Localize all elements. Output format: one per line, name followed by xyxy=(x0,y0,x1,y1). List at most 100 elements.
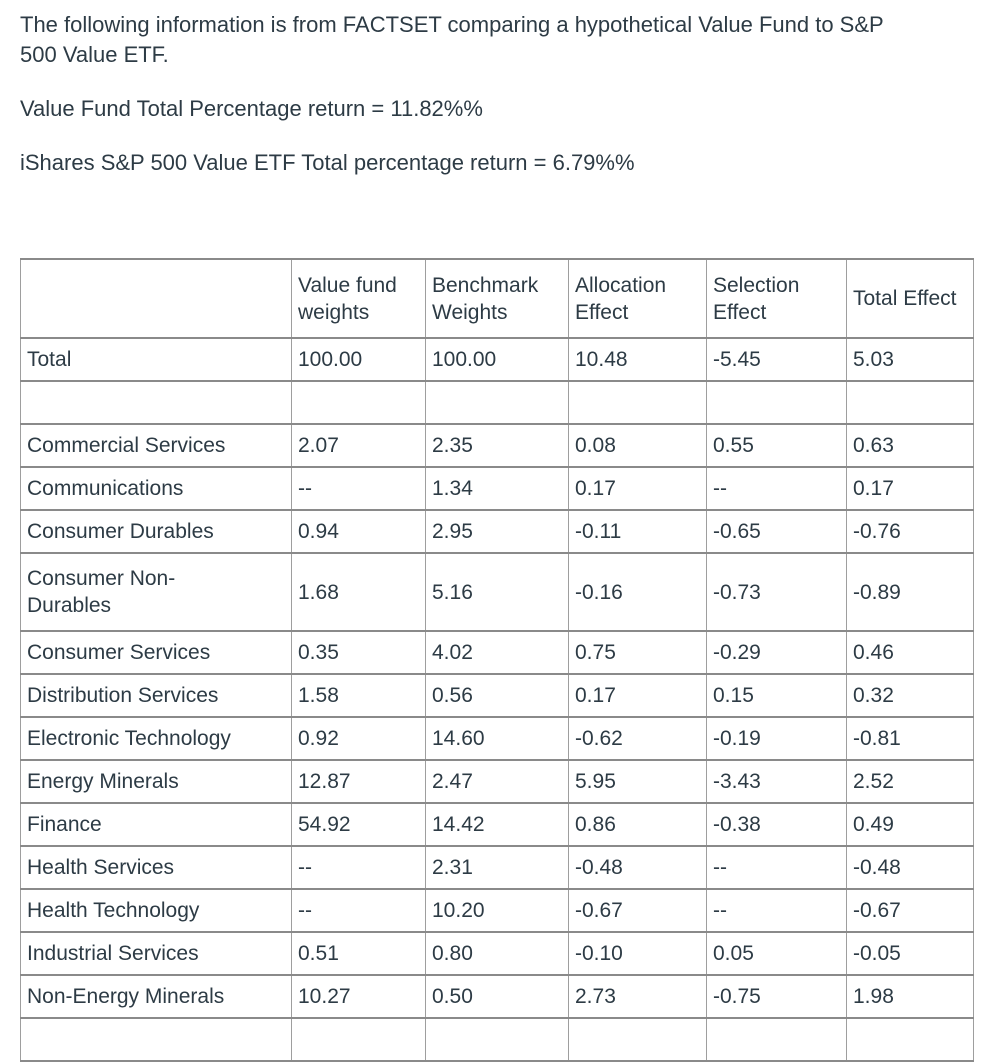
table-row: Health Services -- 2.31 -0.48 -- -0.48 xyxy=(20,845,974,890)
spacer-row xyxy=(20,380,974,425)
value-cell: 0.08 xyxy=(568,423,707,468)
value-cell: -0.62 xyxy=(568,716,707,761)
value-cell: -0.48 xyxy=(568,845,707,890)
value-cell: 0.49 xyxy=(846,802,974,847)
value-cell: 100.00 xyxy=(425,337,569,382)
sector-label-cell: Health Technology xyxy=(20,888,292,933)
value-cell: 2.47 xyxy=(425,759,569,804)
value-cell: -- xyxy=(291,845,426,890)
value-cell: 2.95 xyxy=(425,509,569,554)
table-row: Consumer Services 0.35 4.02 0.75 -0.29 0.46 xyxy=(20,630,974,675)
table-row: Health Technology -- 10.20 -0.67 -- -0.67 xyxy=(20,888,974,933)
value-cell: 0.17 xyxy=(568,466,707,511)
value-cell: 12.87 xyxy=(291,759,426,804)
value-cell: -0.38 xyxy=(706,802,847,847)
sector-label-cell: Industrial Services xyxy=(20,931,292,976)
value-cell: -0.65 xyxy=(706,509,847,554)
value-cell: 0.86 xyxy=(568,802,707,847)
value-cell: 2.35 xyxy=(425,423,569,468)
sector-label-cell xyxy=(20,380,292,425)
value-cell xyxy=(846,1017,974,1062)
value-cell: 1.34 xyxy=(425,466,569,511)
sector-label-cell: Health Services xyxy=(20,845,292,890)
corner-header-cell xyxy=(20,258,292,339)
value-cell: -5.45 xyxy=(706,337,847,382)
value-cell xyxy=(706,1017,847,1062)
value-cell: 5.95 xyxy=(568,759,707,804)
table-row: Energy Minerals 12.87 2.47 5.95 -3.43 2.52 xyxy=(20,759,974,804)
sector-label-cell: Consumer Durables xyxy=(20,509,292,554)
table-row: Non-Energy Minerals 10.27 0.50 2.73 -0.75 1.9… xyxy=(20,974,974,1019)
value-cell: 14.60 xyxy=(425,716,569,761)
value-cell xyxy=(291,1017,426,1062)
sector-label-cell: Distribution Services xyxy=(20,673,292,718)
column-header-cell: Benchmark Weights xyxy=(425,258,569,339)
table-row: Industrial Services 0.51 0.80 -0.10 0.05 -0.0… xyxy=(20,931,974,976)
table-row: Distribution Services 1.58 0.56 0.17 0.15 0.3… xyxy=(20,673,974,718)
value-cell: -- xyxy=(291,888,426,933)
table-row: Electronic Technology 0.92 14.60 -0.62 -0.19… xyxy=(20,716,974,761)
value-cell: 2.07 xyxy=(291,423,426,468)
column-header-cell: Allocation Effect xyxy=(568,258,707,339)
table-row: Consumer Durables 0.94 2.95 -0.11 -0.65 -0.76 xyxy=(20,509,974,554)
value-cell: 1.98 xyxy=(846,974,974,1019)
table-row: Commercial Services 2.07 2.35 0.08 0.55 0.63 xyxy=(20,423,974,468)
sector-label-cell: Total xyxy=(20,337,292,382)
value-cell xyxy=(568,380,707,425)
attribution-table-header: Value fund weights Benchmark Weights Alloc… xyxy=(20,258,974,339)
value-cell: 0.92 xyxy=(291,716,426,761)
sector-label-cell: Non-Energy Minerals xyxy=(20,974,292,1019)
value-cell: -- xyxy=(706,466,847,511)
value-cell: -0.11 xyxy=(568,509,707,554)
value-cell: 0.05 xyxy=(706,931,847,976)
value-cell: 10.27 xyxy=(291,974,426,1019)
sector-label-cell: Energy Minerals xyxy=(20,759,292,804)
value-cell: -0.19 xyxy=(706,716,847,761)
value-cell: -0.73 xyxy=(706,552,847,632)
sector-label-cell: Finance xyxy=(20,802,292,847)
intro-paragraph: The following information is from FACTSE… xyxy=(20,12,884,67)
attribution-table: Value fund weights Benchmark Weights Alloc… xyxy=(20,258,974,1062)
value-cell: -0.29 xyxy=(706,630,847,675)
value-cell: 4.02 xyxy=(425,630,569,675)
value-cell: 0.46 xyxy=(846,630,974,675)
value-cell: 0.94 xyxy=(291,509,426,554)
value-cell: 0.17 xyxy=(568,673,707,718)
value-cell: 2.52 xyxy=(846,759,974,804)
value-cell: -0.81 xyxy=(846,716,974,761)
table-row: Finance 54.92 14.42 0.86 -0.38 0.49 xyxy=(20,802,974,847)
value-fund-return-text: Value Fund Total Percentage return = 11.… xyxy=(20,96,483,121)
table-row: Total 100.00 100.00 10.48 -5.45 5.03 xyxy=(20,337,974,382)
column-header-cell: Value fund weights xyxy=(291,258,426,339)
value-cell: 0.63 xyxy=(846,423,974,468)
value-cell: 0.15 xyxy=(706,673,847,718)
value-cell: 1.58 xyxy=(291,673,426,718)
value-cell: 10.20 xyxy=(425,888,569,933)
table-row: Consumer Non- Durables 1.68 5.16 -0.16 -0.73… xyxy=(20,552,974,632)
sector-label-cell: Commercial Services xyxy=(20,423,292,468)
value-cell: 10.48 xyxy=(568,337,707,382)
table-row: Communications -- 1.34 0.17 -- 0.17 xyxy=(20,466,974,511)
value-cell: 14.42 xyxy=(425,802,569,847)
value-cell: -0.75 xyxy=(706,974,847,1019)
value-cell: 100.00 xyxy=(291,337,426,382)
value-cell: 1.68 xyxy=(291,552,426,632)
column-header-cell: Selection Effect xyxy=(706,258,847,339)
value-cell: 5.03 xyxy=(846,337,974,382)
value-cell: -- xyxy=(706,845,847,890)
value-cell: 0.75 xyxy=(568,630,707,675)
value-cell xyxy=(568,1017,707,1062)
value-cell: -0.16 xyxy=(568,552,707,632)
column-header-cell: Total Effect xyxy=(846,258,974,339)
spacer-row xyxy=(20,1017,974,1062)
sector-label-cell: Consumer Non- Durables xyxy=(20,552,292,632)
value-cell xyxy=(425,1017,569,1062)
value-cell: -0.48 xyxy=(846,845,974,890)
value-cell xyxy=(425,380,569,425)
value-cell: -0.67 xyxy=(846,888,974,933)
etf-return-text: iShares S&P 500 Value ETF Total percenta… xyxy=(20,150,635,175)
value-cell: 0.35 xyxy=(291,630,426,675)
sector-label-cell: Electronic Technology xyxy=(20,716,292,761)
value-cell: -0.05 xyxy=(846,931,974,976)
